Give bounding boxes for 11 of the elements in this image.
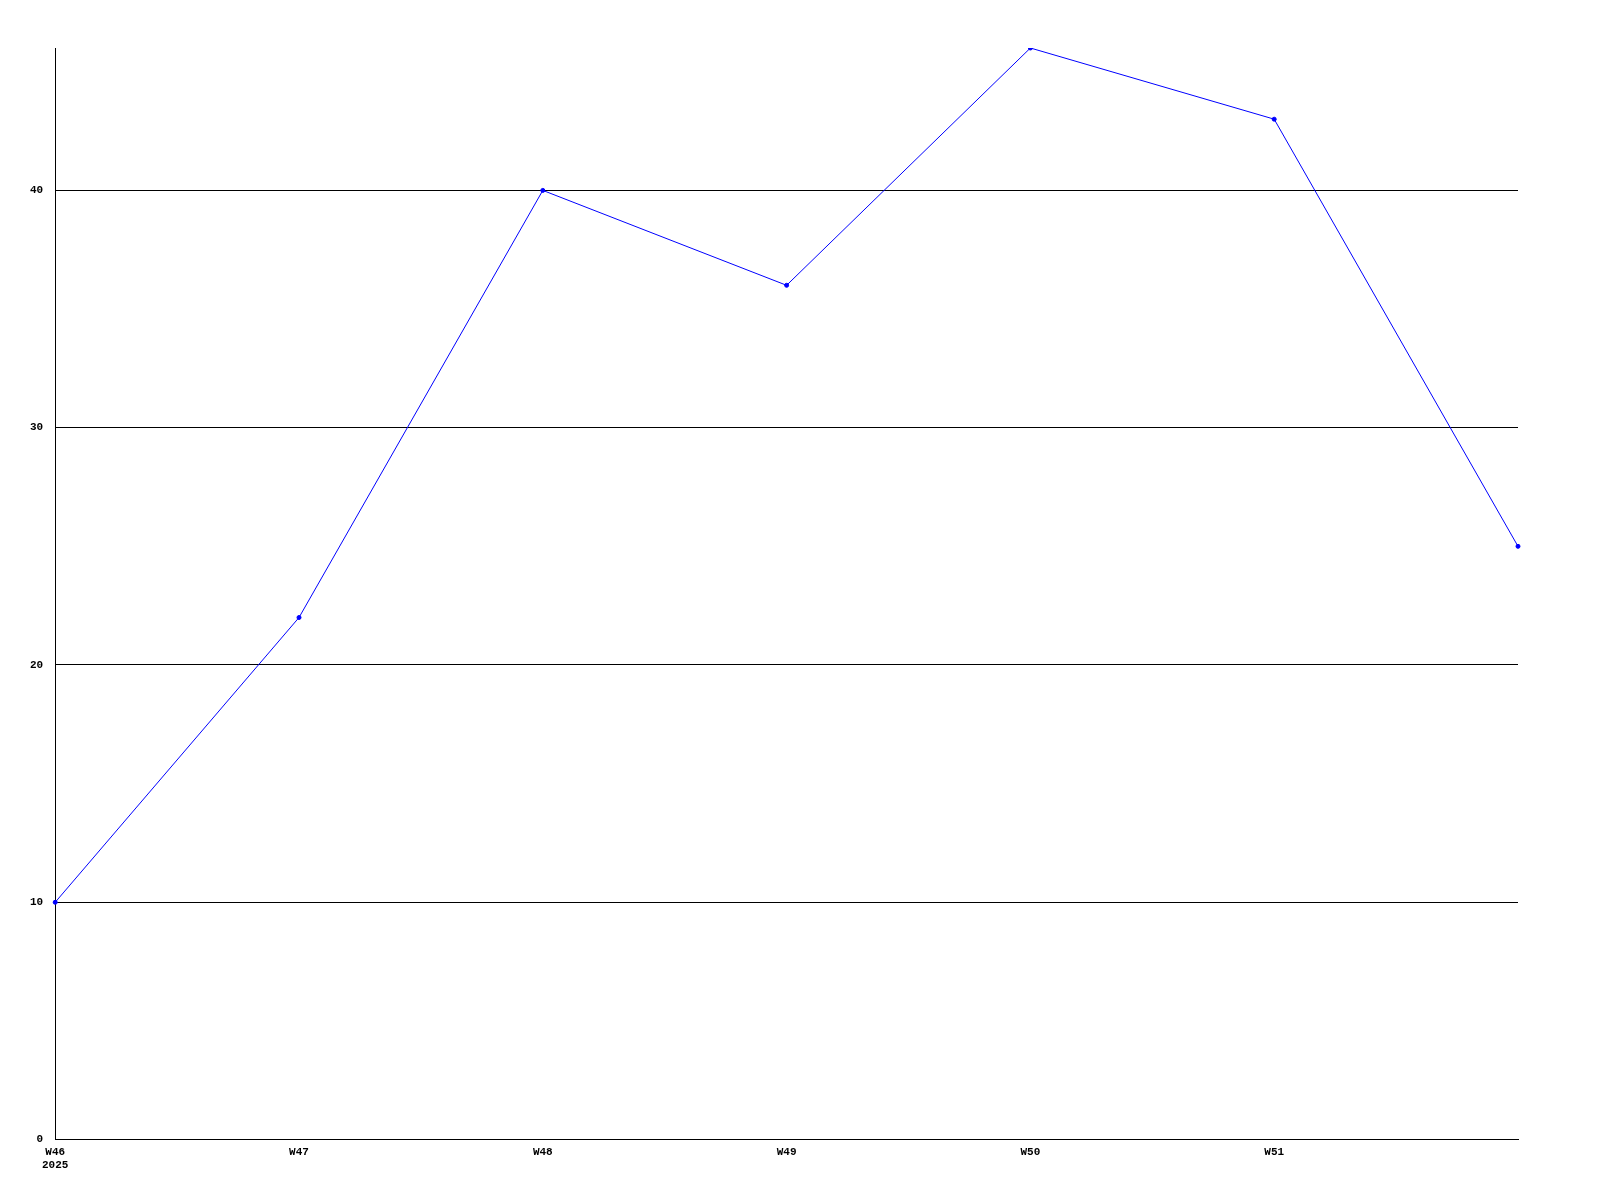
y-tick-label: 0 — [36, 1133, 44, 1146]
x-tick-label: W46 2025 — [42, 1145, 69, 1172]
x-tick-label: W51 — [1264, 1145, 1285, 1158]
y-tick-label: 30 — [30, 421, 44, 434]
x-tick-label: W50 — [1020, 1145, 1041, 1158]
y-tick-label: 20 — [30, 658, 44, 671]
x-tick-label: W48 — [532, 1145, 554, 1158]
x-tick-label: W47 — [289, 1145, 309, 1158]
x-tick-label: W49 — [776, 1145, 797, 1158]
y-tick-label: 10 — [30, 896, 44, 909]
y-tick-label: 40 — [30, 184, 44, 197]
